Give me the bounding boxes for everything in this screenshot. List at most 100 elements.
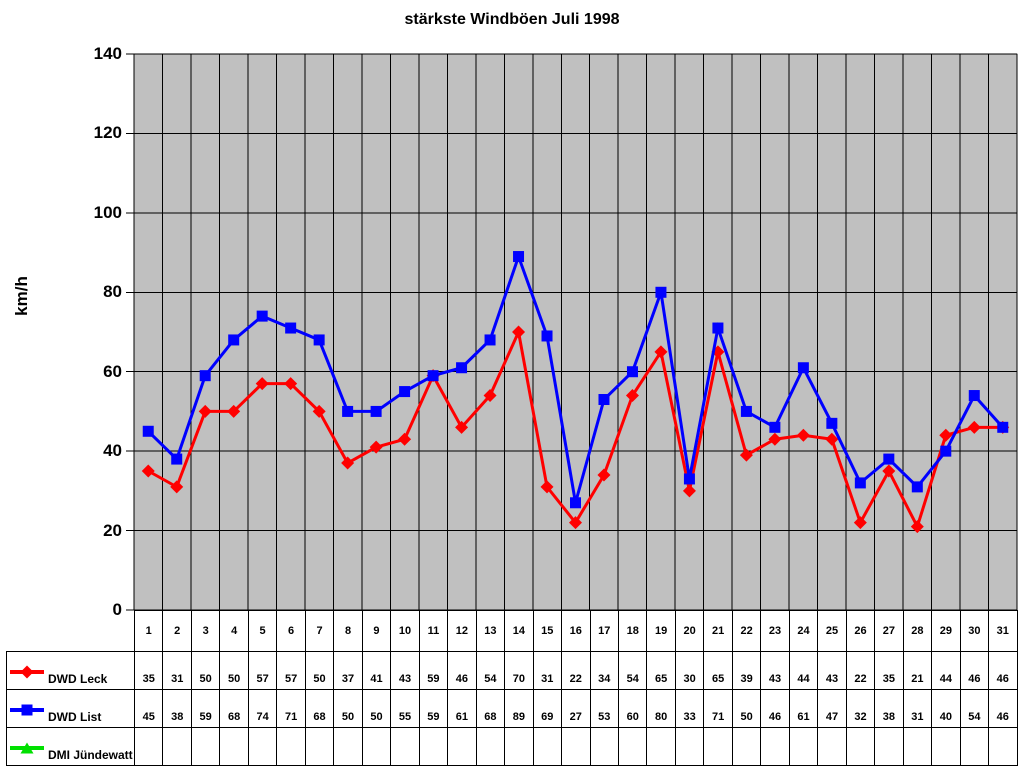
table-value-cell: 57 <box>276 651 306 690</box>
table-day-header: 13 <box>475 610 506 652</box>
table-value-cell: 50 <box>304 651 335 690</box>
table-day-header: 15 <box>532 610 563 652</box>
table-value-cell: 21 <box>902 651 933 690</box>
table-day-header: 29 <box>931 610 961 652</box>
table-value-cell: 44 <box>788 651 819 690</box>
table-value-cell: 68 <box>475 689 506 728</box>
table-value-cell <box>276 727 306 766</box>
table-day-header: 7 <box>304 610 335 652</box>
table-value-cell <box>674 727 705 766</box>
y-axis-tick-label: 20 <box>103 520 122 540</box>
table-value-cell: 65 <box>646 651 676 690</box>
table-value-cell <box>874 727 904 766</box>
table-day-header: 30 <box>959 610 990 652</box>
table-value-cell: 46 <box>988 689 1018 728</box>
table-value-cell: 59 <box>418 689 449 728</box>
table-value-cell: 35 <box>133 651 164 690</box>
table-value-cell: 22 <box>561 651 591 690</box>
table-day-header: 1 <box>133 610 164 652</box>
table-day-header: 19 <box>646 610 676 652</box>
table-day-header: 18 <box>617 610 648 652</box>
table-day-header: 2 <box>162 610 192 652</box>
table-corner-spacer <box>7 611 135 652</box>
table-value-cell: 59 <box>418 651 449 690</box>
table-value-cell <box>988 727 1018 766</box>
table-value-cell: 47 <box>817 689 847 728</box>
table-value-cell <box>247 727 278 766</box>
table-value-cell: 39 <box>731 651 762 690</box>
table-value-cell: 50 <box>219 651 249 690</box>
table-value-cell <box>361 727 392 766</box>
table-value-cell: 45 <box>133 689 164 728</box>
table-day-header: 5 <box>247 610 278 652</box>
table-value-cell: 46 <box>959 651 990 690</box>
table-day-header: 26 <box>845 610 876 652</box>
table-value-cell <box>418 727 449 766</box>
table-day-header: 4 <box>219 610 249 652</box>
table-value-cell <box>333 727 363 766</box>
table-day-header: 20 <box>674 610 705 652</box>
legend-marker-square-icon <box>10 704 44 716</box>
table-value-cell: 70 <box>504 651 534 690</box>
table-value-cell: 60 <box>617 689 648 728</box>
legend-cell: DWD List <box>6 689 135 728</box>
table-value-cell: 31 <box>902 689 933 728</box>
legend-marker-diamond-icon <box>10 665 44 679</box>
table-value-cell <box>589 727 619 766</box>
table-value-cell: 41 <box>361 651 392 690</box>
table-day-header: 3 <box>190 610 221 652</box>
table-day-header: 17 <box>589 610 619 652</box>
table-day-header: 8 <box>333 610 363 652</box>
table-value-cell: 71 <box>703 689 733 728</box>
table-value-cell <box>817 727 847 766</box>
table-day-header: 14 <box>504 610 534 652</box>
table-value-cell: 61 <box>788 689 819 728</box>
table-day-header: 10 <box>390 610 420 652</box>
table-day-header: 9 <box>361 610 392 652</box>
table-value-cell: 61 <box>447 689 477 728</box>
table-value-cell <box>219 727 249 766</box>
table-value-cell <box>646 727 676 766</box>
table-value-cell: 50 <box>333 689 363 728</box>
table-value-cell: 46 <box>988 651 1018 690</box>
table-value-cell <box>760 727 790 766</box>
legend-series-name: DWD List <box>48 710 102 724</box>
table-value-cell: 89 <box>504 689 534 728</box>
table-value-cell: 35 <box>874 651 904 690</box>
legend-series-name: DMI Jündewatt <box>48 748 133 762</box>
table-value-cell: 38 <box>162 689 192 728</box>
table-value-cell: 50 <box>731 689 762 728</box>
table-value-cell: 30 <box>674 651 705 690</box>
table-value-cell: 71 <box>276 689 306 728</box>
table-value-cell: 31 <box>532 651 563 690</box>
table-value-cell: 34 <box>589 651 619 690</box>
table-value-cell <box>504 727 534 766</box>
table-value-cell: 33 <box>674 689 705 728</box>
table-value-cell <box>703 727 733 766</box>
table-value-cell <box>931 727 961 766</box>
table-value-cell: 31 <box>162 651 192 690</box>
table-value-cell <box>902 727 933 766</box>
y-axis-tick-label: 40 <box>103 441 122 461</box>
table-value-cell <box>788 727 819 766</box>
table-day-header: 25 <box>817 610 847 652</box>
table-day-header: 24 <box>788 610 819 652</box>
table-value-cell <box>133 727 164 766</box>
table-value-cell: 54 <box>475 651 506 690</box>
table-value-cell: 43 <box>390 651 420 690</box>
table-day-header: 16 <box>561 610 591 652</box>
table-value-cell: 68 <box>219 689 249 728</box>
table-value-cell: 50 <box>190 651 221 690</box>
table-value-cell: 80 <box>646 689 676 728</box>
legend-cell: DMI Jündewatt <box>6 727 135 766</box>
y-axis-tick-label: 120 <box>93 123 122 143</box>
table-value-cell: 54 <box>959 689 990 728</box>
table-value-cell <box>162 727 192 766</box>
table-day-header: 27 <box>874 610 904 652</box>
table-value-cell: 74 <box>247 689 278 728</box>
table-day-header: 21 <box>703 610 733 652</box>
data-table: 1 2 3 4 5 6 7 8 9 10 11 12 13 14 15 16 17 18 19 20 21 22 23 24 2… <box>6 610 1018 766</box>
table-value-cell <box>731 727 762 766</box>
y-axis-tick-label: 0 <box>112 600 122 619</box>
